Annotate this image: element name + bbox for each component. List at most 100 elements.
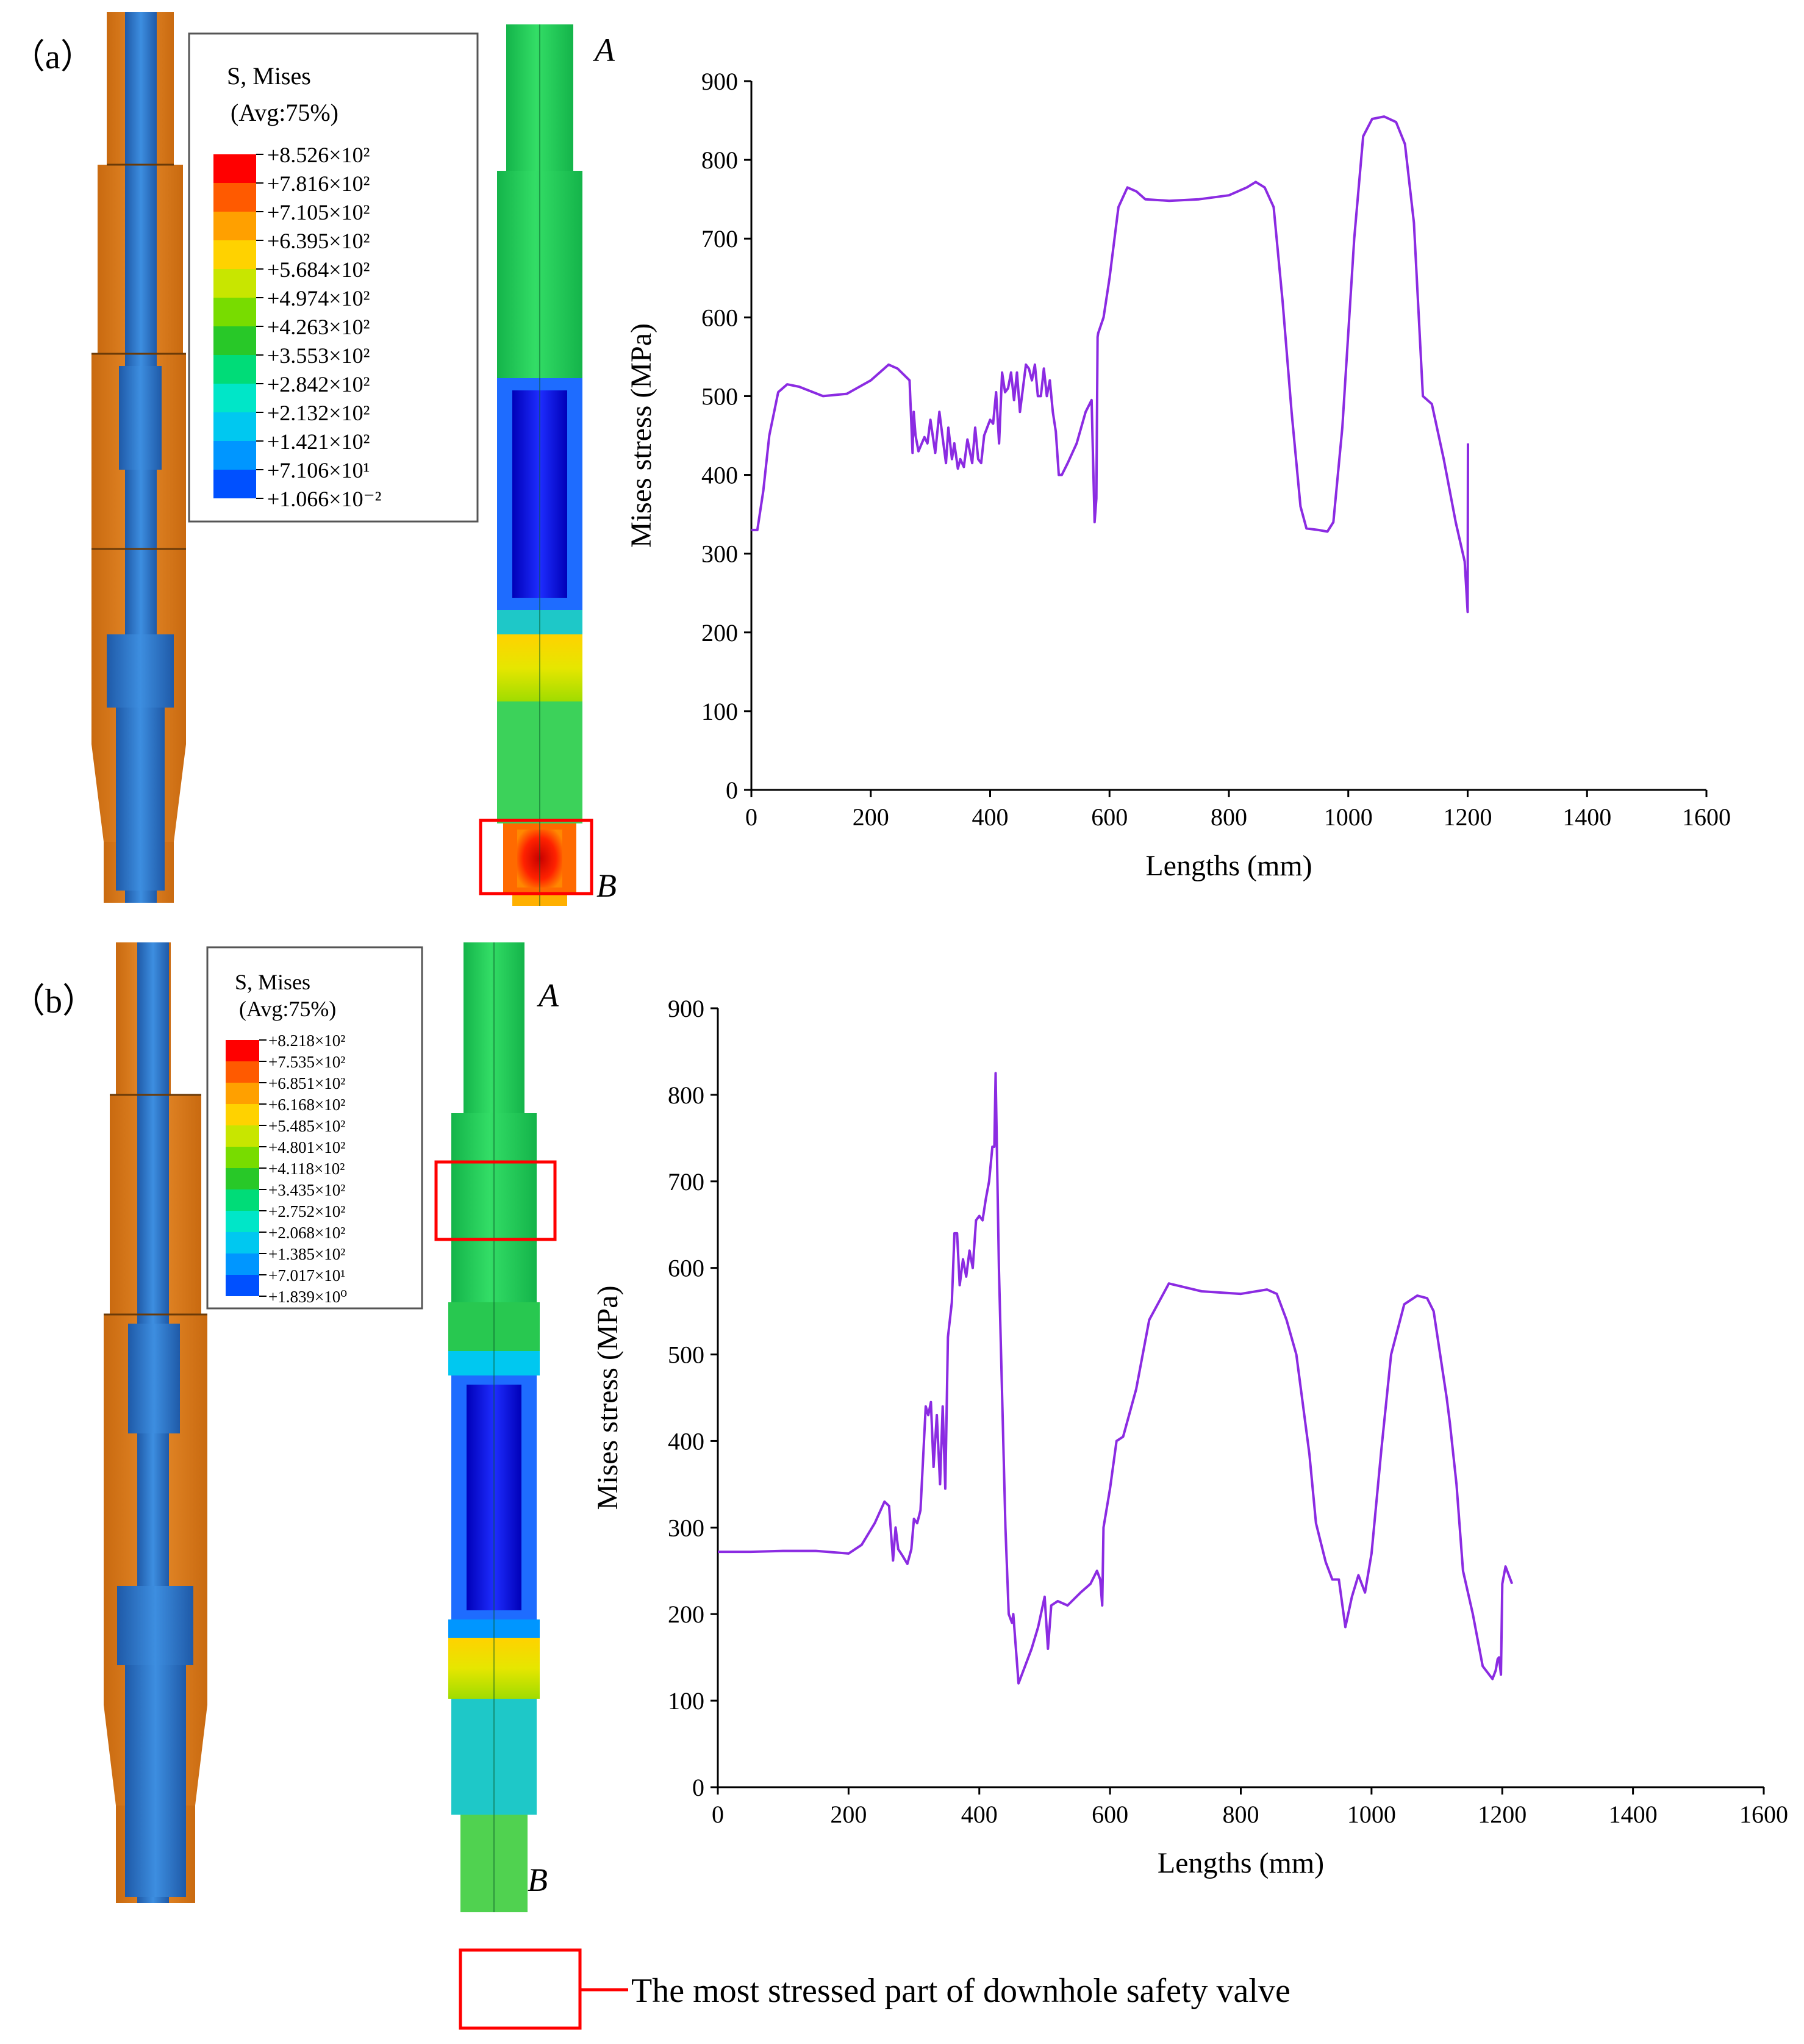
legend-b-swatch	[226, 1083, 259, 1104]
y-tick-label: 100	[668, 1687, 704, 1715]
legend-a-swatch	[213, 326, 256, 355]
panel-a-stress-highlight-box	[479, 819, 593, 895]
panel-b-label-B: B	[528, 1862, 548, 1898]
y-tick-label: 200	[668, 1601, 704, 1628]
bottom-legend-text: The most stressed part of downhole safet…	[631, 1972, 1290, 2010]
legend-b-swatch	[226, 1189, 259, 1211]
x-tick-label: 1400	[1562, 803, 1611, 831]
legend-b-swatch	[226, 1211, 259, 1232]
legend-b-swatch	[226, 1253, 259, 1275]
panel-a-contour-legend: S, Mises (Avg:75%) +8.526×10² +7.816×10² +…	[188, 32, 479, 523]
y-tick-label: 900	[701, 68, 738, 95]
y-axis-title: Mises stress (MPa)	[592, 1286, 624, 1510]
legend-a-swatch	[213, 240, 256, 269]
x-tick-label: 400	[972, 803, 1009, 831]
legend-b-value: +8.218×10²	[268, 1031, 345, 1050]
x-tick-label: 0	[712, 1801, 724, 1828]
legend-b-value: +2.068×10²	[268, 1224, 345, 1242]
panel-a-assembly-model	[91, 12, 186, 903]
panel-b-contour-model	[448, 942, 540, 1912]
legend-b-value: +6.168×10²	[268, 1096, 345, 1114]
x-tick-label: 1600	[1739, 1801, 1788, 1828]
legend-b-swatch	[226, 1232, 259, 1253]
legend-a-value: +5.684×10²	[267, 257, 370, 282]
y-tick-label: 700	[701, 225, 738, 253]
x-tick-label: 200	[853, 803, 889, 831]
x-axis-title: Lengths (mm)	[1145, 850, 1312, 882]
legend-a-value: +3.553×10²	[267, 343, 370, 368]
legend-a-value: +1.421×10²	[267, 429, 370, 454]
legend-a-swatch	[213, 412, 256, 441]
panel-b-label: （b）	[11, 983, 96, 1020]
legend-a-value: +2.132×10²	[267, 401, 370, 425]
y-tick-label: 500	[701, 382, 738, 410]
x-tick-label: 800	[1211, 803, 1247, 831]
legend-b-swatch	[226, 1061, 259, 1083]
panel-b-label-A: A	[537, 977, 559, 1014]
y-tick-label: 300	[701, 540, 738, 568]
legend-b-value: +3.435×10²	[268, 1181, 345, 1199]
legend-a-swatch	[213, 298, 256, 326]
y-tick-label: 900	[668, 995, 704, 1022]
legend-b-value: +1.385×10²	[268, 1245, 345, 1263]
panel-a-label-A: A	[593, 32, 615, 68]
x-tick-label: 1200	[1444, 803, 1492, 831]
y-tick-label: 600	[701, 304, 738, 331]
x-tick-label: 1600	[1682, 803, 1731, 831]
legend-b-swatch	[226, 1040, 259, 1061]
legend-b-swatch	[226, 1275, 259, 1296]
panel-a-label-B: B	[596, 867, 617, 904]
legend-a-title-line1: S, Mises	[227, 62, 311, 90]
y-tick-label: 800	[701, 146, 738, 174]
legend-a-value: +2.842×10²	[267, 372, 370, 396]
x-axis-title: Lengths (mm)	[1158, 1847, 1324, 1879]
legend-b-title-line1: S, Mises	[235, 970, 310, 994]
x-tick-label: 600	[1092, 1801, 1128, 1828]
x-tick-label: 800	[1223, 1801, 1259, 1828]
series-line	[718, 1072, 1514, 1685]
y-axis-title: Mises stress (MPa)	[625, 323, 657, 548]
legend-b-value: +7.017×10¹	[268, 1266, 345, 1285]
panel-b-contour-legend: S, Mises (Avg:75%) +8.218×10² +7.535×10² +…	[206, 946, 423, 1310]
legend-b-value: +5.485×10²	[268, 1117, 345, 1135]
legend-b-swatch	[226, 1125, 259, 1147]
y-tick-label: 0	[726, 776, 738, 804]
legend-a-value: +7.105×10²	[267, 200, 370, 224]
legend-b-value: +4.801×10²	[268, 1138, 345, 1156]
chart-a: 0 200 400 600 800 1000 1200 1400 1600 0 100 200 300 4…	[625, 68, 1731, 882]
x-tick-label: 400	[961, 1801, 998, 1828]
legend-b-value: +6.851×10²	[268, 1074, 345, 1092]
x-tick-label: 1200	[1478, 1801, 1527, 1828]
legend-b-value: +7.535×10²	[268, 1053, 345, 1071]
legend-a-swatch	[213, 470, 256, 498]
panel-a-contour-model	[497, 24, 582, 906]
legend-a-swatch	[213, 183, 256, 212]
legend-a-swatch	[213, 269, 256, 298]
x-tick-label: 0	[745, 803, 757, 831]
y-tick-label: 400	[668, 1427, 704, 1455]
legend-a-swatch	[213, 355, 256, 384]
y-tick-label: 600	[668, 1255, 704, 1282]
y-tick-label: 500	[668, 1341, 704, 1369]
legend-a-value: +6.395×10²	[267, 229, 370, 253]
legend-b-swatch	[226, 1168, 259, 1189]
legend-a-value: +8.526×10²	[267, 143, 370, 167]
legend-a-swatch	[213, 441, 256, 470]
panel-b-assembly-model	[104, 942, 207, 1903]
y-tick-label: 700	[668, 1168, 704, 1196]
x-tick-label: 200	[830, 1801, 867, 1828]
y-tick-label: 800	[668, 1081, 704, 1109]
legend-b-value: +4.118×10²	[268, 1160, 345, 1178]
legend-a-swatch	[213, 154, 256, 183]
x-tick-label: 1000	[1324, 803, 1373, 831]
legend-a-value: +7.816×10²	[267, 171, 370, 196]
x-tick-label: 600	[1091, 803, 1128, 831]
x-tick-label: 1400	[1609, 1801, 1658, 1828]
legend-a-value: +4.263×10²	[267, 315, 370, 339]
legend-a-value: +4.974×10²	[267, 286, 370, 310]
legend-a-title-line2: (Avg:75%)	[231, 99, 338, 126]
y-tick-label: 400	[701, 462, 738, 489]
legend-b-value: +1.839×10⁰	[268, 1288, 347, 1306]
legend-a-swatch	[213, 384, 256, 412]
